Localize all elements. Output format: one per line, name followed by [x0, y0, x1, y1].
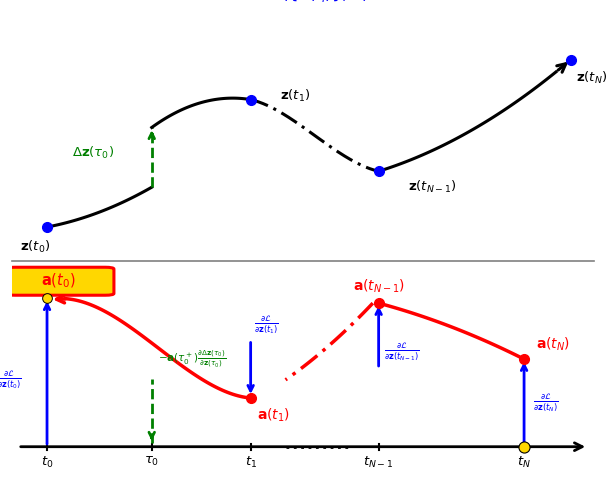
- Text: $\mathbf{a}(t_N)$: $\mathbf{a}(t_N)$: [536, 336, 570, 353]
- Text: $\mathbf{z}(t_N)$: $\mathbf{z}(t_N)$: [576, 70, 606, 86]
- Text: $t_1$: $t_1$: [245, 455, 257, 470]
- Text: $t_N$: $t_N$: [517, 455, 531, 470]
- Text: $t_{N-1}$: $t_{N-1}$: [364, 455, 394, 470]
- Text: $t_0$: $t_0$: [41, 455, 53, 470]
- Text: $\mathbf{z}(t_{N-1})$: $\mathbf{z}(t_{N-1})$: [408, 179, 456, 196]
- Text: $-\mathbf{a}(\tau_0^+)\frac{\partial\Delta\mathbf{z}(\tau_0)}{\partial\mathbf{z}: $-\mathbf{a}(\tau_0^+)\frac{\partial\Del…: [158, 348, 225, 370]
- Text: $\mathbf{a}(t_1)$: $\mathbf{a}(t_1)$: [258, 407, 290, 424]
- Text: $\mathbf{z}(t_0)$: $\mathbf{z}(t_0)$: [20, 239, 50, 255]
- Text: $\mathcal{L} = \mathcal{L}(\{\mathbf{z}(t_i)\};\theta)$: $\mathcal{L} = \mathcal{L}(\{\mathbf{z}(…: [238, 0, 368, 4]
- Text: $\frac{\partial\mathcal{L}}{\partial\mathbf{z}(t_N)}$: $\frac{\partial\mathcal{L}}{\partial\mat…: [533, 392, 558, 414]
- Text: $\frac{\partial\mathcal{L}}{\partial\mathbf{z}(t_1)}$: $\frac{\partial\mathcal{L}}{\partial\mat…: [253, 314, 278, 336]
- Text: $\mathbf{a}(t_0)$: $\mathbf{a}(t_0)$: [41, 272, 76, 291]
- Text: $\frac{\partial\mathcal{L}}{\partial\mathbf{z}(t_0)}$: $\frac{\partial\mathcal{L}}{\partial\mat…: [0, 369, 21, 391]
- FancyBboxPatch shape: [6, 267, 114, 295]
- Text: $\mathbf{z}(t_1)$: $\mathbf{z}(t_1)$: [280, 87, 310, 104]
- Text: $\mathbf{a}(t_{N-1})$: $\mathbf{a}(t_{N-1})$: [353, 277, 405, 294]
- Text: $\frac{\partial\mathcal{L}}{\partial\mathbf{z}(t_{N-1})}$: $\frac{\partial\mathcal{L}}{\partial\mat…: [384, 341, 421, 363]
- Text: $\tau_0$: $\tau_0$: [144, 455, 159, 467]
- Text: $\Delta\mathbf{z}(\tau_0)$: $\Delta\mathbf{z}(\tau_0)$: [73, 145, 115, 162]
